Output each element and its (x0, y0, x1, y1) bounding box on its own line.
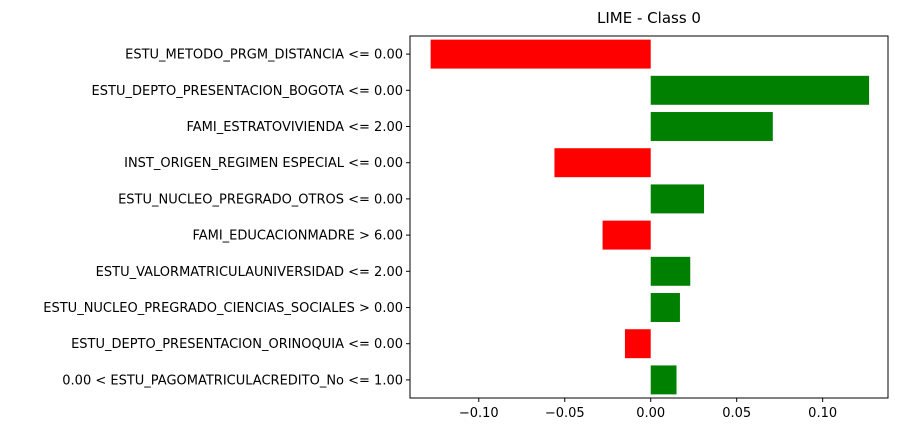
bar-7 (650, 293, 680, 322)
x-ticks: −0.10 −0.05 0.00 0.05 0.10 (459, 398, 837, 421)
y-tick-label: ESTU_METODO_PRGM_DISTANCIA <= 0.00 (125, 48, 403, 63)
bar-3 (554, 148, 651, 178)
x-tick-label: −0.05 (545, 406, 585, 421)
y-tick-label: ESTU_DEPTO_PRESENTACION_ORINOQUIA <= 0.0… (71, 337, 403, 352)
bar-2 (650, 112, 773, 141)
y-tick-label: ESTU_DEPTO_PRESENTACION_BOGOTA <= 0.00 (92, 84, 403, 99)
x-tick-label: 0.00 (636, 406, 665, 421)
bar-5 (602, 220, 651, 250)
chart-title: LIME - Class 0 (597, 9, 701, 27)
y-tick-label: ESTU_NUCLEO_PREGRADO_OTROS <= 0.00 (118, 192, 403, 207)
plot-frame (409, 35, 889, 399)
bars-group (430, 39, 870, 395)
y-tick-label: INST_ORIGEN_REGIMEN ESPECIAL <= 0.00 (124, 156, 403, 171)
bar-9 (650, 365, 677, 395)
bar-8 (624, 329, 651, 359)
x-tick-label: 0.05 (722, 406, 751, 421)
bar-4 (650, 184, 705, 214)
y-tick-label: FAMI_EDUCACIONMADRE > 6.00 (192, 229, 403, 244)
y-tick-label: ESTU_VALORMATRICULAUNIVERSIDAD <= 2.00 (96, 265, 403, 280)
y-tick-labels: ESTU_METODO_PRGM_DISTANCIA <= 0.00 ESTU_D… (43, 48, 410, 388)
bar-1 (650, 75, 870, 105)
y-tick-label: 0.00 < ESTU_PAGOMATRICULACREDITO_No <= 1… (62, 373, 403, 388)
bar-0 (430, 39, 651, 69)
x-tick-label: 0.10 (808, 406, 837, 421)
y-tick-label: ESTU_NUCLEO_PREGRADO_CIENCIAS_SOCIALES >… (43, 301, 403, 316)
x-tick-label: −0.10 (459, 406, 499, 421)
y-tick-label: FAMI_ESTRATOVIVIENDA <= 2.00 (186, 120, 403, 135)
bar-6 (650, 256, 691, 286)
